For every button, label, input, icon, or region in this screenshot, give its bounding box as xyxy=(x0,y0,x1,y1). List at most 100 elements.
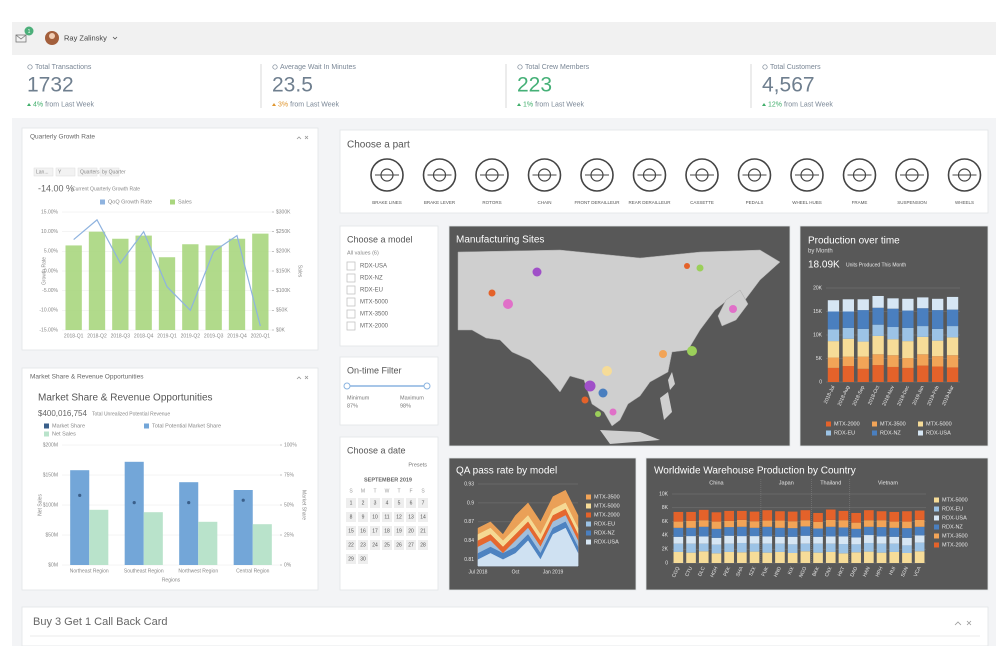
day-cell[interactable] xyxy=(346,512,356,522)
day-cell[interactable] xyxy=(358,512,368,522)
legend-label[interactable]: MTX-2000 xyxy=(594,512,620,518)
day-number[interactable]: 25 xyxy=(384,542,390,548)
day-cell[interactable] xyxy=(382,526,392,536)
day-number[interactable]: 27 xyxy=(408,542,414,548)
site-markers[interactable] xyxy=(488,263,738,417)
site-marker[interactable] xyxy=(696,264,704,272)
legend-label[interactable]: RDX-NZ xyxy=(880,430,901,436)
checkbox[interactable] xyxy=(346,273,356,283)
legend-label[interactable]: MTX-3500 xyxy=(594,494,620,500)
checkbox[interactable] xyxy=(346,309,356,319)
site-marker[interactable] xyxy=(584,380,596,392)
legend-label[interactable]: Sales xyxy=(178,199,192,205)
part-item[interactable] xyxy=(475,158,509,192)
model-label[interactable]: MTX-3500 xyxy=(360,312,389,318)
day-number[interactable]: 4 xyxy=(386,500,389,506)
user-menu-chevron[interactable] xyxy=(112,36,118,40)
day-cell[interactable] xyxy=(370,540,380,550)
day-cell[interactable] xyxy=(406,512,416,522)
legend-label[interactable]: RDX-USA xyxy=(942,515,967,521)
legend-label[interactable]: Net Sales xyxy=(52,431,76,437)
day-number[interactable]: 22 xyxy=(348,542,354,548)
site-marker[interactable] xyxy=(503,299,513,309)
day-number[interactable]: 1 xyxy=(350,500,353,506)
day-number[interactable]: 12 xyxy=(396,514,402,520)
day-number[interactable]: 26 xyxy=(396,542,402,548)
day-number[interactable]: 3 xyxy=(374,500,377,506)
day-cell[interactable] xyxy=(358,526,368,536)
model-label[interactable]: RDX-EU xyxy=(360,288,383,294)
day-cell[interactable] xyxy=(394,540,404,550)
legend-label[interactable]: MTX-5000 xyxy=(926,421,952,427)
part-item[interactable] xyxy=(895,158,929,192)
day-cell[interactable] xyxy=(358,498,368,508)
toolbar-label[interactable]: by Quarter xyxy=(102,169,126,175)
top-bar-icons[interactable] xyxy=(15,26,118,46)
day-number[interactable]: 7 xyxy=(422,500,425,506)
day-number[interactable]: 10 xyxy=(372,514,378,520)
close-icon[interactable] xyxy=(304,135,309,140)
legend-label[interactable]: RDX-EU xyxy=(834,430,855,436)
checkbox[interactable] xyxy=(346,321,356,331)
site-marker[interactable] xyxy=(602,366,612,376)
day-cell[interactable] xyxy=(382,498,392,508)
date-presets[interactable]: Presets xyxy=(408,462,427,468)
day-cell[interactable] xyxy=(358,554,368,564)
day-cell[interactable] xyxy=(382,540,392,550)
part-item[interactable] xyxy=(422,158,457,192)
day-cell[interactable] xyxy=(370,498,380,508)
day-number[interactable]: 2 xyxy=(362,500,365,506)
legend-label[interactable]: RDX-EU xyxy=(942,506,963,512)
model-label[interactable]: MTX-2000 xyxy=(360,324,389,330)
day-cell[interactable] xyxy=(394,498,404,508)
day-number[interactable]: 13 xyxy=(408,514,414,520)
close-icon[interactable] xyxy=(304,375,309,380)
day-number[interactable]: 17 xyxy=(372,528,378,534)
legend-label[interactable]: RDX-USA xyxy=(594,539,619,545)
toolbar-chip[interactable] xyxy=(55,167,76,177)
day-number[interactable]: 6 xyxy=(410,500,413,506)
legend-label[interactable]: MTX-5000 xyxy=(594,503,620,509)
day-cell[interactable] xyxy=(406,498,416,508)
day-cell[interactable] xyxy=(418,540,428,550)
site-marker[interactable] xyxy=(488,289,496,297)
toolbar-chip[interactable] xyxy=(77,167,98,177)
legend-label[interactable]: QoQ Growth Rate xyxy=(108,199,152,205)
site-marker[interactable] xyxy=(598,388,608,398)
legend-label[interactable]: Market Share xyxy=(52,423,85,429)
toolbar-label[interactable]: Lan... xyxy=(36,169,49,175)
legend-label[interactable]: MTX-5000 xyxy=(942,497,968,503)
slider-handle-min[interactable] xyxy=(343,382,351,390)
legend-label[interactable]: MTX-2000 xyxy=(834,421,860,427)
slider-handle-max[interactable] xyxy=(423,382,431,390)
legend-label[interactable]: RDX-USA xyxy=(926,430,951,436)
day-number[interactable]: 16 xyxy=(360,528,366,534)
day-cell[interactable] xyxy=(406,526,416,536)
model-label[interactable]: RDX-USA xyxy=(360,264,387,270)
day-cell[interactable] xyxy=(370,526,380,536)
part-item[interactable] xyxy=(632,158,667,192)
part-item[interactable] xyxy=(685,158,719,192)
day-number[interactable]: 15 xyxy=(348,528,354,534)
day-number[interactable]: 28 xyxy=(420,542,426,548)
day-number[interactable]: 8 xyxy=(350,514,353,520)
day-number[interactable]: 23 xyxy=(360,542,366,548)
panel-controls[interactable] xyxy=(30,135,980,637)
day-cell[interactable] xyxy=(346,554,356,564)
legend-label[interactable]: MTX-2000 xyxy=(942,542,968,548)
toolbar-chip[interactable] xyxy=(99,167,120,177)
model-label[interactable]: RDX-NZ xyxy=(360,276,383,282)
toolbar-label[interactable]: Y xyxy=(58,169,62,175)
part-item[interactable] xyxy=(842,158,877,192)
model-label[interactable]: MTX-5000 xyxy=(360,300,389,306)
day-cell[interactable] xyxy=(394,512,404,522)
day-number[interactable]: 5 xyxy=(398,500,401,506)
part-item[interactable] xyxy=(947,158,982,192)
day-number[interactable]: 21 xyxy=(420,528,426,534)
day-number[interactable]: 19 xyxy=(396,528,402,534)
checkbox[interactable] xyxy=(346,285,356,295)
day-number[interactable]: 30 xyxy=(360,556,366,562)
day-number[interactable]: 29 xyxy=(348,556,354,562)
day-cell[interactable] xyxy=(418,512,428,522)
day-cell[interactable] xyxy=(418,526,428,536)
